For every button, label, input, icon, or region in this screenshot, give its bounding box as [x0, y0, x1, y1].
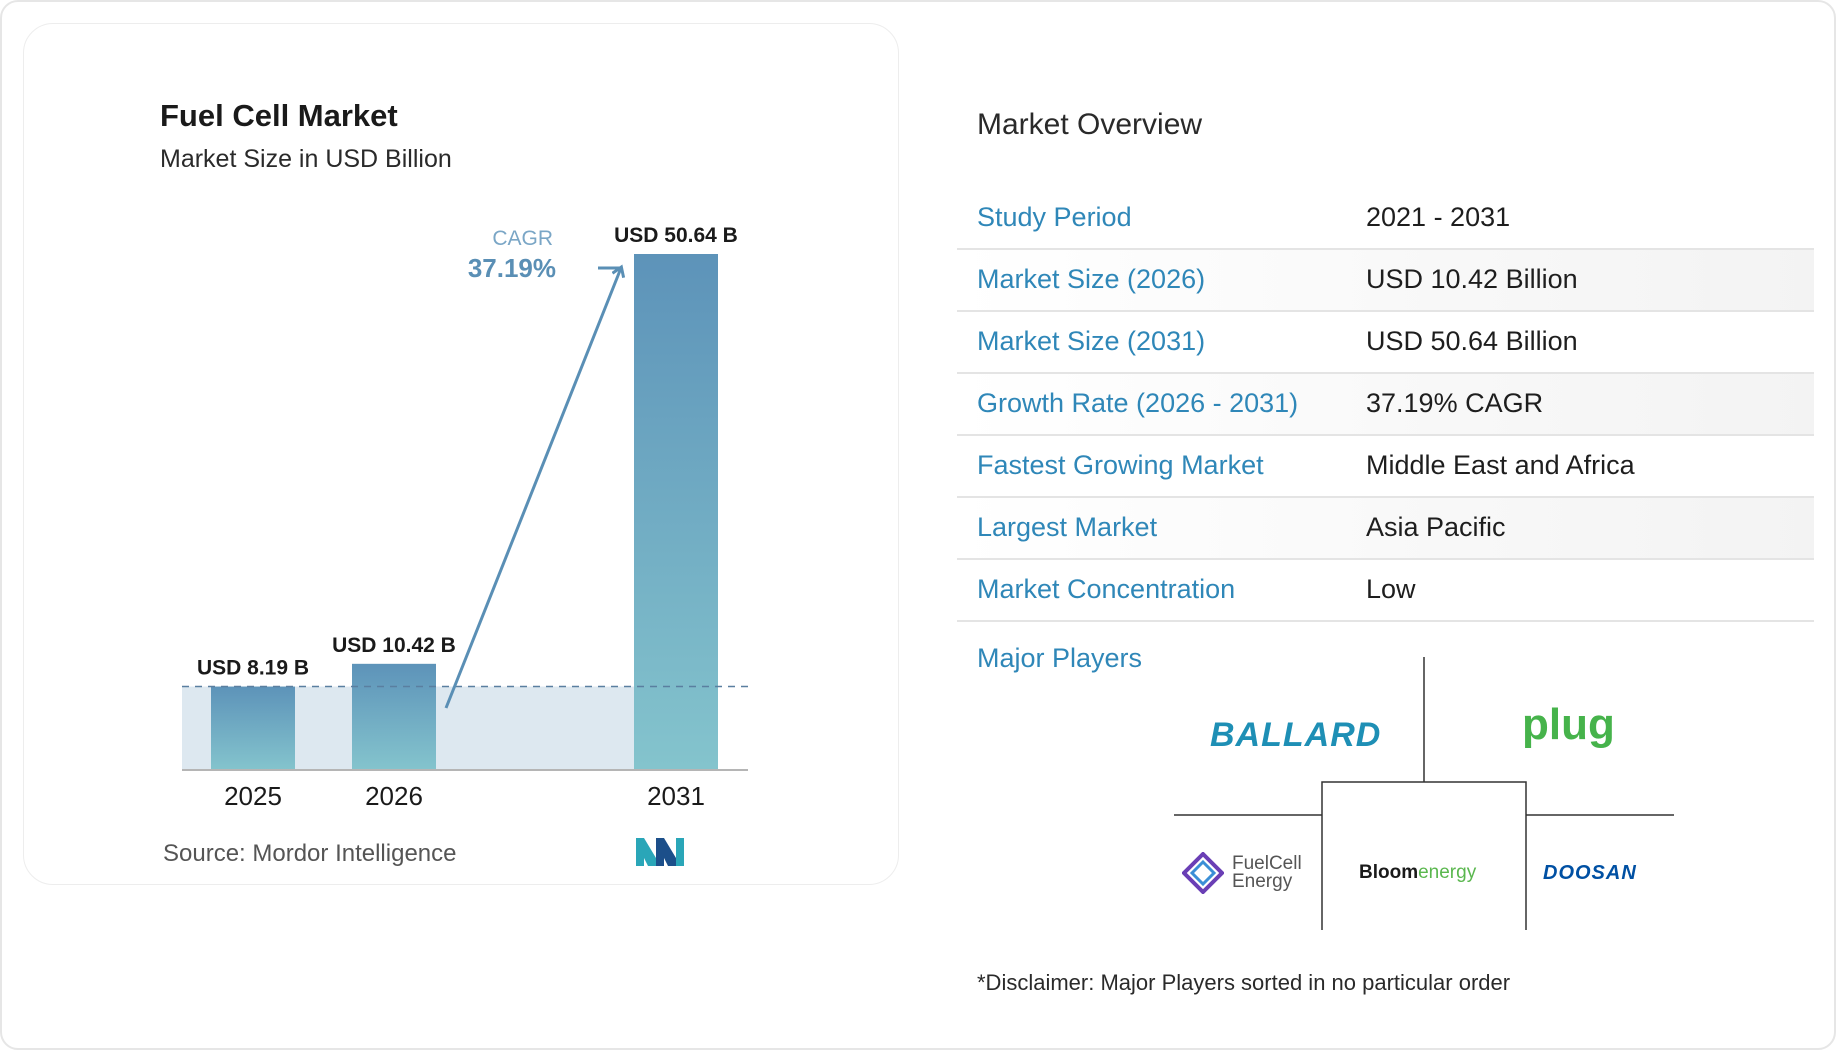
- overview-row-label: Market Concentration: [977, 574, 1236, 604]
- x-tick-2025: 2025: [224, 781, 282, 811]
- chart-subtitle: Market Size in USD Billion: [160, 145, 452, 173]
- overview-row-label: Fastest Growing Market: [977, 450, 1264, 480]
- overview-row-label: Largest Market: [977, 512, 1158, 542]
- cagr-label: CAGR: [492, 227, 553, 250]
- overview-row-value: Asia Pacific: [1366, 512, 1506, 542]
- fuelcell-logo-line2: Energy: [1232, 871, 1293, 892]
- bar-2031: [634, 254, 718, 770]
- x-tick-2031: 2031: [647, 781, 705, 811]
- plug-power-logo: plug: [1522, 700, 1615, 749]
- major-players-label: Major Players: [977, 643, 1143, 673]
- cagr-value: 37.19%: [468, 253, 556, 283]
- disclaimer: *Disclaimer: Major Players sorted in no …: [977, 970, 1511, 995]
- ballard-logo: BALLARD: [1210, 716, 1382, 754]
- data-label-2026: USD 10.42 B: [332, 634, 456, 657]
- fuelcell-logo-line1: FuelCell: [1232, 853, 1302, 874]
- overview-row: Market Size (2026) USD 10.42 Billion: [957, 250, 1814, 312]
- overview-title: Market Overview: [977, 108, 1203, 141]
- bar-2025: [211, 686, 295, 770]
- x-tick-2026: 2026: [365, 781, 423, 811]
- overview-row: Market Concentration Low: [957, 560, 1814, 622]
- overview-row-value: Middle East and Africa: [1366, 450, 1635, 480]
- overview-row-value: 2021 - 2031: [1366, 202, 1511, 232]
- mordor-intelligence-logo-icon: [636, 838, 684, 866]
- overview-row-label: Study Period: [977, 202, 1132, 232]
- cagr-arrow: [444, 268, 621, 709]
- fuelcell-energy-icon: [1182, 852, 1224, 894]
- source-note: Source: Mordor Intelligence: [163, 840, 457, 867]
- overview-row-label: Market Size (2026): [977, 264, 1206, 294]
- overview-row-value: USD 50.64 Billion: [1366, 326, 1578, 356]
- doosan-logo: DOOSAN: [1543, 862, 1637, 884]
- overview-row: Growth Rate (2026 - 2031) 37.19% CAGR: [957, 374, 1814, 436]
- data-label-2025: USD 8.19 B: [197, 657, 309, 680]
- bar-2026: [352, 663, 436, 770]
- overview-table: Study Period 2021 - 2031 Market Size (20…: [957, 188, 1814, 622]
- overview-row-value: USD 10.42 Billion: [1366, 264, 1578, 294]
- overview-row-label: Growth Rate (2026 - 2031): [977, 388, 1299, 418]
- bloom-logo-part2: energy: [1418, 862, 1477, 883]
- overview-row: Largest Market Asia Pacific: [957, 498, 1814, 560]
- bloom-logo-part1: Bloom: [1359, 862, 1419, 883]
- bloom-energy-logo: Bloomenergy: [1359, 862, 1476, 884]
- chart-title: Fuel Cell Market: [160, 98, 398, 133]
- overview-row: Fastest Growing Market Middle East and A…: [957, 436, 1814, 498]
- overview-row-value: 37.19% CAGR: [1366, 388, 1544, 418]
- data-label-2031: USD 50.64 B: [614, 224, 738, 247]
- overview-row-label: Market Size (2031): [977, 326, 1206, 356]
- overview-row: Study Period 2021 - 2031: [957, 188, 1814, 250]
- overview-row: Market Size (2031) USD 50.64 Billion: [957, 312, 1814, 374]
- overview-row-value: Low: [1366, 574, 1416, 604]
- fuelcell-energy-logo: FuelCell Energy: [1232, 853, 1312, 892]
